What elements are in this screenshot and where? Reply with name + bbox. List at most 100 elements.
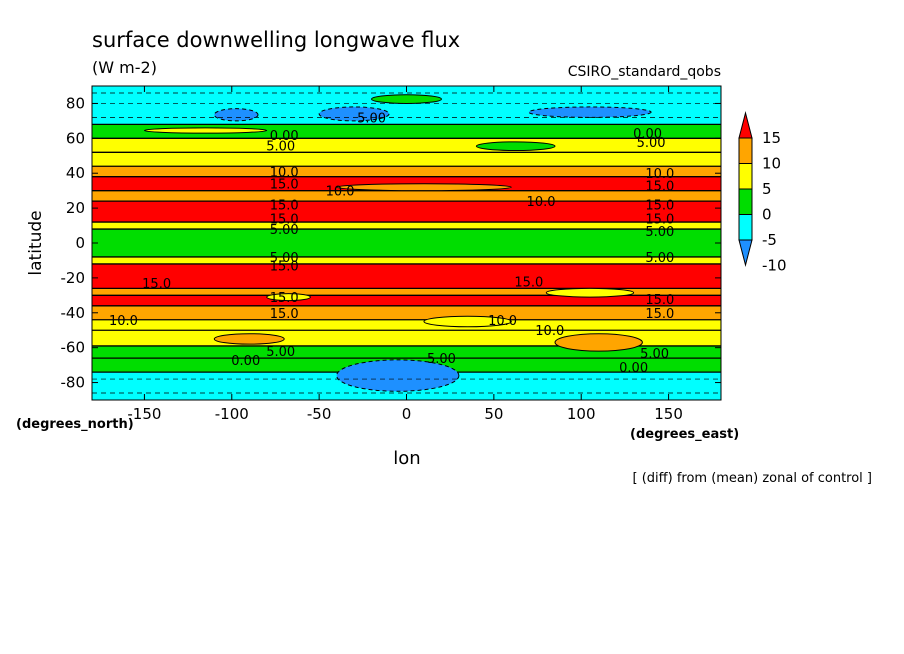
zonal-band-12 bbox=[92, 201, 721, 223]
zonal-band-19 bbox=[92, 86, 721, 125]
zonal-band-6 bbox=[92, 295, 721, 306]
colorbar: -10 -5 0 5 10 15 bbox=[738, 111, 787, 275]
x-tick-label-5: 100 bbox=[567, 405, 596, 423]
colorbar-label-3: 5 bbox=[762, 180, 772, 198]
contour-label-27: 15.0 bbox=[514, 275, 543, 290]
contour-label-13: 10.0 bbox=[109, 314, 138, 329]
contour-label-6: 15.0 bbox=[270, 213, 299, 228]
colorbar-swatch-1 bbox=[738, 214, 753, 241]
y-tick-label-1: -60 bbox=[61, 339, 86, 357]
anomaly-region-10 bbox=[266, 293, 311, 302]
footnote: [ (diff) from (mean) zonal of control ] bbox=[633, 471, 872, 486]
contour-label-7: 5.00 bbox=[270, 223, 299, 238]
contour-label-19: 5.00 bbox=[637, 136, 666, 151]
y-tick-label-3: -20 bbox=[61, 269, 86, 287]
contour-label-30: 10.0 bbox=[488, 314, 517, 329]
anomaly-region-8 bbox=[423, 315, 512, 328]
colorbar-swatch-3 bbox=[738, 163, 753, 190]
colorbar-label-4: 10 bbox=[762, 155, 781, 173]
contour-label-18: 0.00 bbox=[633, 127, 662, 142]
contour-label-12: 15.0 bbox=[270, 307, 299, 322]
contour-label-24: 15.0 bbox=[645, 213, 674, 228]
x-tick-label-1: -100 bbox=[215, 405, 249, 423]
zonal-band-15 bbox=[92, 166, 721, 177]
anomaly-region-1 bbox=[213, 108, 259, 122]
contour-label-26: 5.00 bbox=[645, 251, 674, 266]
y-axis-title: latitude bbox=[26, 210, 46, 275]
x-tick-label-3: 0 bbox=[402, 405, 412, 423]
contour-label-4: 10.0 bbox=[326, 185, 355, 200]
x-units-label: (degrees_east) bbox=[630, 427, 739, 442]
colorbar-swatch-4 bbox=[738, 137, 753, 164]
contour-label-0: 0.00 bbox=[270, 129, 299, 144]
x-tick-label-6: 150 bbox=[654, 405, 683, 423]
plot-area bbox=[92, 86, 721, 400]
colorbar-top-arrow bbox=[738, 111, 753, 139]
contour-label-8: 5.00 bbox=[270, 251, 299, 266]
chart-title: surface downwelling longwave flux bbox=[92, 28, 460, 52]
colorbar-label-0: -10 bbox=[762, 257, 787, 275]
contour-label-15: 0.00 bbox=[231, 354, 260, 369]
anomaly-region-6 bbox=[554, 333, 643, 352]
zonal-band-7 bbox=[92, 288, 721, 296]
contour-label-9: 15.0 bbox=[270, 260, 299, 275]
y-axis: -80 -60 -40 -20 0 20 40 60 80 bbox=[61, 94, 721, 392]
colorbar-bottom-arrow bbox=[738, 239, 753, 267]
contour-label-14: 5.00 bbox=[266, 345, 295, 360]
zonal-band-4 bbox=[92, 319, 721, 331]
contour-label-3: 15.0 bbox=[270, 178, 299, 193]
contour-label-10: 15.0 bbox=[142, 277, 171, 292]
zonal-band-17 bbox=[92, 138, 721, 153]
x-axis: -150 -100 -50 0 50 100 150 bbox=[127, 86, 683, 423]
anomaly-region-4 bbox=[371, 94, 442, 104]
anomaly-region-12 bbox=[143, 127, 268, 134]
contour-label-16: 5.00 bbox=[357, 111, 386, 126]
anomaly-region-3 bbox=[528, 106, 652, 118]
zonal-band-11 bbox=[92, 222, 721, 230]
zonal-band-16 bbox=[92, 152, 721, 167]
zonal-band-10 bbox=[92, 229, 721, 257]
anomaly-region-9 bbox=[545, 287, 635, 298]
contour-label-20: 10.0 bbox=[645, 167, 674, 182]
zonal-band-13 bbox=[92, 190, 721, 202]
dataset-label: CSIRO_standard_qobs bbox=[568, 64, 721, 80]
contour-label-21: 15.0 bbox=[645, 179, 674, 194]
anomaly-region-7 bbox=[213, 333, 285, 345]
zonal-band-9 bbox=[92, 256, 721, 264]
y-tick-label-8: 80 bbox=[66, 94, 85, 112]
contour-label-23: 15.0 bbox=[645, 199, 674, 214]
zonal-band-8 bbox=[92, 263, 721, 289]
y-tick-label-4: 0 bbox=[75, 234, 85, 252]
zonal-band-2 bbox=[92, 345, 721, 359]
colorbar-label-2: 0 bbox=[762, 206, 772, 224]
y-units-label: (degrees_north) bbox=[16, 417, 134, 432]
chart-units: (W m-2) bbox=[92, 58, 157, 77]
anomaly-region-0 bbox=[336, 359, 460, 392]
contour-label-32: 5.00 bbox=[640, 347, 669, 362]
zonal-band-5 bbox=[92, 305, 721, 320]
y-tick-label-0: -80 bbox=[61, 374, 86, 392]
contour-label-25: 5.00 bbox=[645, 225, 674, 240]
colorbar-swatch-2 bbox=[738, 188, 753, 215]
contour-label-22: 10.0 bbox=[527, 195, 556, 210]
contour-label-2: 10.0 bbox=[270, 165, 299, 180]
x-axis-title: lon bbox=[393, 448, 420, 469]
contour-label-29: 15.0 bbox=[645, 307, 674, 322]
contour-label-11: 15.0 bbox=[270, 291, 299, 306]
contour-label-31: 10.0 bbox=[535, 324, 564, 339]
anomaly-region-5 bbox=[475, 141, 556, 152]
y-tick-label-5: 20 bbox=[66, 199, 85, 217]
y-tick-label-7: 60 bbox=[66, 129, 85, 147]
x-tick-label-2: -50 bbox=[307, 405, 332, 423]
contour-label-17: 5.00 bbox=[427, 352, 456, 367]
y-tick-label-6: 40 bbox=[66, 164, 85, 182]
x-tick-label-4: 50 bbox=[484, 405, 503, 423]
colorbar-label-1: -5 bbox=[762, 231, 777, 249]
x-tick-label-0: -150 bbox=[127, 405, 161, 423]
colorbar-label-5: 15 bbox=[762, 129, 781, 147]
contour-label-5: 15.0 bbox=[270, 199, 299, 214]
zonal-band-18 bbox=[92, 124, 721, 139]
anomaly-region-11 bbox=[336, 183, 512, 192]
